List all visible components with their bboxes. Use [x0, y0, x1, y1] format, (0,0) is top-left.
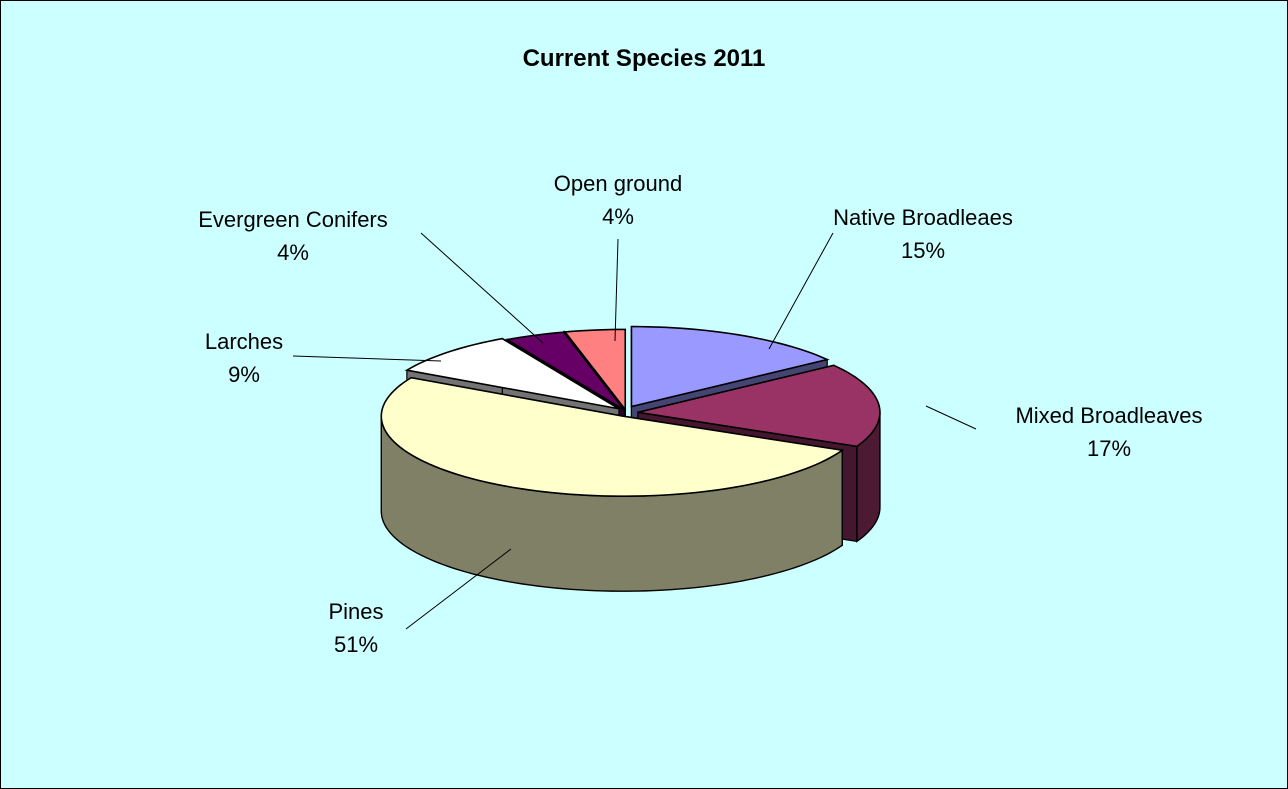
data-label-value-pines: 51%: [334, 632, 378, 657]
data-label-value-evergreen-conifers: 4%: [277, 240, 309, 265]
data-label-name-native-broadleaes: Native Broadleaes: [833, 205, 1013, 230]
slice-top-native-broadleaes: [630, 325, 830, 408]
leader-line-mixed-broadleaves: [925, 405, 977, 430]
data-label-value-native-broadleaes: 15%: [901, 238, 945, 263]
slice-top-pines: [380, 376, 845, 498]
leader-line-evergreen-conifers: [420, 232, 544, 344]
data-label-name-larches: Larches: [205, 329, 283, 354]
slice-top-open-ground: [563, 328, 627, 412]
data-label-value-larches: 9%: [228, 362, 260, 387]
leader-line-pines: [405, 548, 512, 630]
data-label-name-evergreen-conifers: Evergreen Conifers: [198, 207, 388, 232]
data-label-value-open-ground: 4%: [602, 204, 634, 229]
data-label-name-open-ground: Open ground: [554, 171, 682, 196]
leader-line-open-ground: [614, 238, 619, 342]
leader-line-larches: [292, 355, 442, 362]
pie-slice-pines: [380, 376, 845, 592]
leader-line-native-broadleaes: [768, 232, 834, 350]
chart-title: Current Species 2011: [522, 45, 766, 72]
data-label-name-pines: Pines: [328, 599, 383, 624]
slice-top-larches: [404, 337, 620, 410]
data-label-name-mixed-broadleaves: Mixed Broadleaves: [1015, 403, 1202, 428]
data-label-value-mixed-broadleaves: 17%: [1087, 436, 1131, 461]
slice-top-mixed-broadleaves: [637, 364, 881, 448]
